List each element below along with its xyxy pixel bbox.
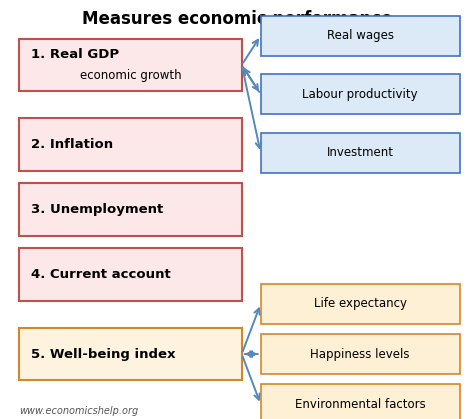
Text: 4. Current account: 4. Current account <box>31 268 171 281</box>
Text: 1. Real GDP: 1. Real GDP <box>31 48 119 61</box>
Text: www.economicshelp.org: www.economicshelp.org <box>19 406 138 416</box>
Text: Labour productivity: Labour productivity <box>302 88 418 101</box>
Text: Environmental factors: Environmental factors <box>295 398 426 411</box>
FancyBboxPatch shape <box>261 385 460 419</box>
Text: 3. Unemployment: 3. Unemployment <box>31 203 163 216</box>
Text: economic growth: economic growth <box>80 69 181 82</box>
Text: Investment: Investment <box>327 146 394 160</box>
FancyBboxPatch shape <box>261 334 460 374</box>
FancyBboxPatch shape <box>261 133 460 173</box>
Text: Life expectancy: Life expectancy <box>314 297 407 310</box>
FancyBboxPatch shape <box>261 16 460 55</box>
Text: Real wages: Real wages <box>327 29 394 42</box>
FancyBboxPatch shape <box>261 284 460 323</box>
FancyBboxPatch shape <box>19 184 242 235</box>
FancyBboxPatch shape <box>19 248 242 301</box>
Text: Happiness levels: Happiness levels <box>310 347 410 361</box>
FancyBboxPatch shape <box>19 39 242 91</box>
Text: 2. Inflation: 2. Inflation <box>31 138 113 151</box>
Text: 5. Well-being index: 5. Well-being index <box>31 347 175 361</box>
Text: Measures economic performance: Measures economic performance <box>82 10 392 28</box>
FancyBboxPatch shape <box>261 75 460 114</box>
FancyBboxPatch shape <box>19 118 242 171</box>
FancyBboxPatch shape <box>19 328 242 380</box>
